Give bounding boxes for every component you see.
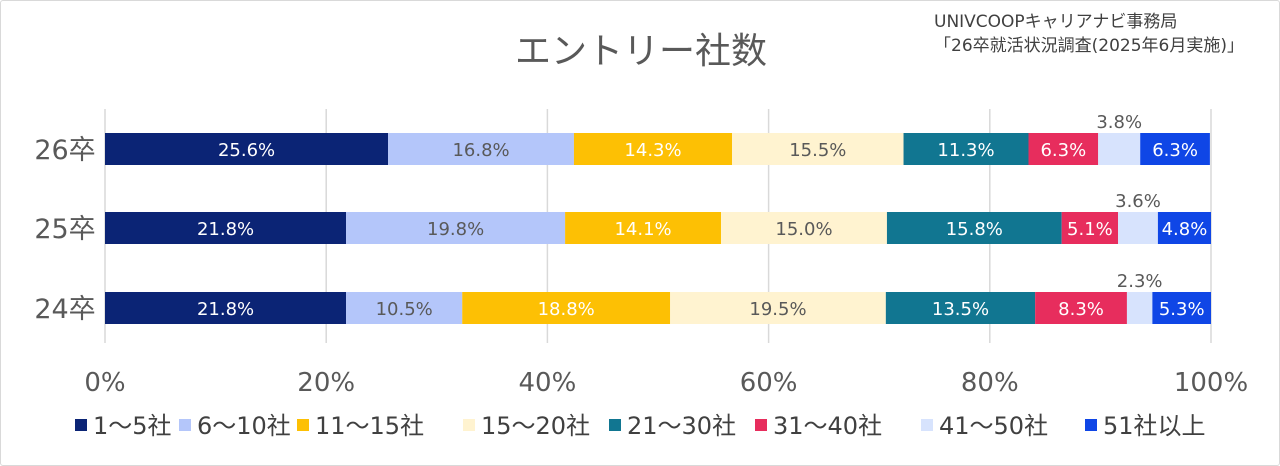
data-label: 2.3%	[1117, 271, 1163, 292]
bar-segment	[1140, 133, 1210, 165]
legend-label: 21～30社	[627, 412, 736, 440]
legend-swatch	[297, 419, 309, 431]
x-axis-ticks: 0% 20% 40% 60% 80% 100%	[84, 368, 1248, 398]
data-label: 10.5%	[376, 299, 433, 320]
x-tick-label: 40%	[519, 368, 577, 398]
data-label: 13.5%	[932, 299, 989, 320]
legend-swatch	[1085, 419, 1097, 431]
x-tick-label: 20%	[297, 368, 355, 398]
source-line-2: 「26卒就活状況調査(2025年6月実施)」	[934, 36, 1244, 56]
data-label: 15.8%	[946, 219, 1003, 240]
legend: 1～5社 6～10社 11～15社 15～20社 21～30社 31～40社 41～50社 5…	[75, 412, 1206, 440]
legend-swatch	[609, 419, 621, 431]
legend-label: 41～50社	[939, 412, 1048, 440]
category-label: 25卒	[34, 214, 95, 245]
bar-segment	[105, 292, 347, 324]
data-label: 21.8%	[197, 219, 254, 240]
legend-swatch	[755, 419, 767, 431]
legend-label: 51社以上	[1103, 412, 1206, 440]
data-label: 6.3%	[1040, 140, 1086, 161]
data-label: 8.3%	[1058, 299, 1104, 320]
data-label: 15.0%	[775, 219, 832, 240]
bar-segment	[721, 212, 887, 244]
legend-swatch	[921, 419, 933, 431]
category-label: 24卒	[34, 294, 95, 325]
legend-swatch	[463, 419, 475, 431]
bar-segment	[732, 133, 904, 165]
x-tick-label: 60%	[740, 368, 798, 398]
data-label: 11.3%	[937, 140, 994, 161]
bar-segment	[670, 292, 886, 324]
data-label: 3.8%	[1096, 112, 1142, 133]
data-label: 18.8%	[538, 299, 595, 320]
data-label: 21.8%	[197, 299, 254, 320]
legend-label: 6～10社	[197, 412, 291, 440]
bar-segment	[903, 133, 1029, 165]
data-label: 14.1%	[614, 219, 671, 240]
data-label: 15.5%	[789, 140, 846, 161]
data-label: 5.1%	[1067, 219, 1113, 240]
source-line-1: UNIVCOOPキャリアナビ事務局	[934, 12, 1177, 32]
bar-segment	[1118, 212, 1158, 244]
bar-segment	[105, 212, 347, 244]
legend-swatch	[75, 419, 87, 431]
category-label: 26卒	[34, 135, 95, 166]
bar-segment	[886, 212, 1062, 244]
bar-segment	[1157, 212, 1211, 244]
bar-segment	[565, 212, 722, 244]
category-labels: 26卒 25卒 24卒	[34, 135, 95, 325]
data-label: 5.3%	[1159, 299, 1205, 320]
legend-label: 31～40社	[773, 412, 882, 440]
legend-label: 11～15社	[315, 412, 424, 440]
x-tick-label: 0%	[84, 368, 125, 398]
legend-swatch	[179, 419, 191, 431]
bar-segment	[105, 133, 389, 165]
x-tick-label: 80%	[961, 368, 1019, 398]
data-label: 6.3%	[1152, 140, 1198, 161]
data-label: 3.6%	[1115, 191, 1161, 212]
legend-label: 15～20社	[481, 412, 590, 440]
legend-label: 1～5社	[93, 412, 172, 440]
bar-segment	[1061, 212, 1119, 244]
bar-segment	[346, 212, 566, 244]
chart-title: エントリー社数	[515, 31, 767, 72]
bars: 25.6% 16.8% 14.3% 15.5% 11.3% 6.3% 3.8% 6.3% 21.…	[105, 112, 1211, 324]
bar-segment	[885, 292, 1036, 324]
bar-segment	[346, 292, 463, 324]
data-label: 19.8%	[427, 219, 484, 240]
x-tick-label: 100%	[1174, 368, 1248, 398]
bar-segment	[1098, 133, 1141, 165]
data-label: 14.3%	[624, 140, 681, 161]
data-label: 16.8%	[452, 140, 509, 161]
bar-segment	[388, 133, 574, 165]
data-label: 25.6%	[218, 140, 275, 161]
data-label: 4.8%	[1162, 219, 1208, 240]
bar-segment	[1028, 133, 1099, 165]
bar-segment	[462, 292, 671, 324]
bar-segment	[1035, 292, 1127, 324]
bar-segment	[1152, 292, 1211, 324]
data-label: 19.5%	[749, 299, 806, 320]
bar-segment	[573, 133, 733, 165]
bar-segment	[1126, 292, 1153, 324]
